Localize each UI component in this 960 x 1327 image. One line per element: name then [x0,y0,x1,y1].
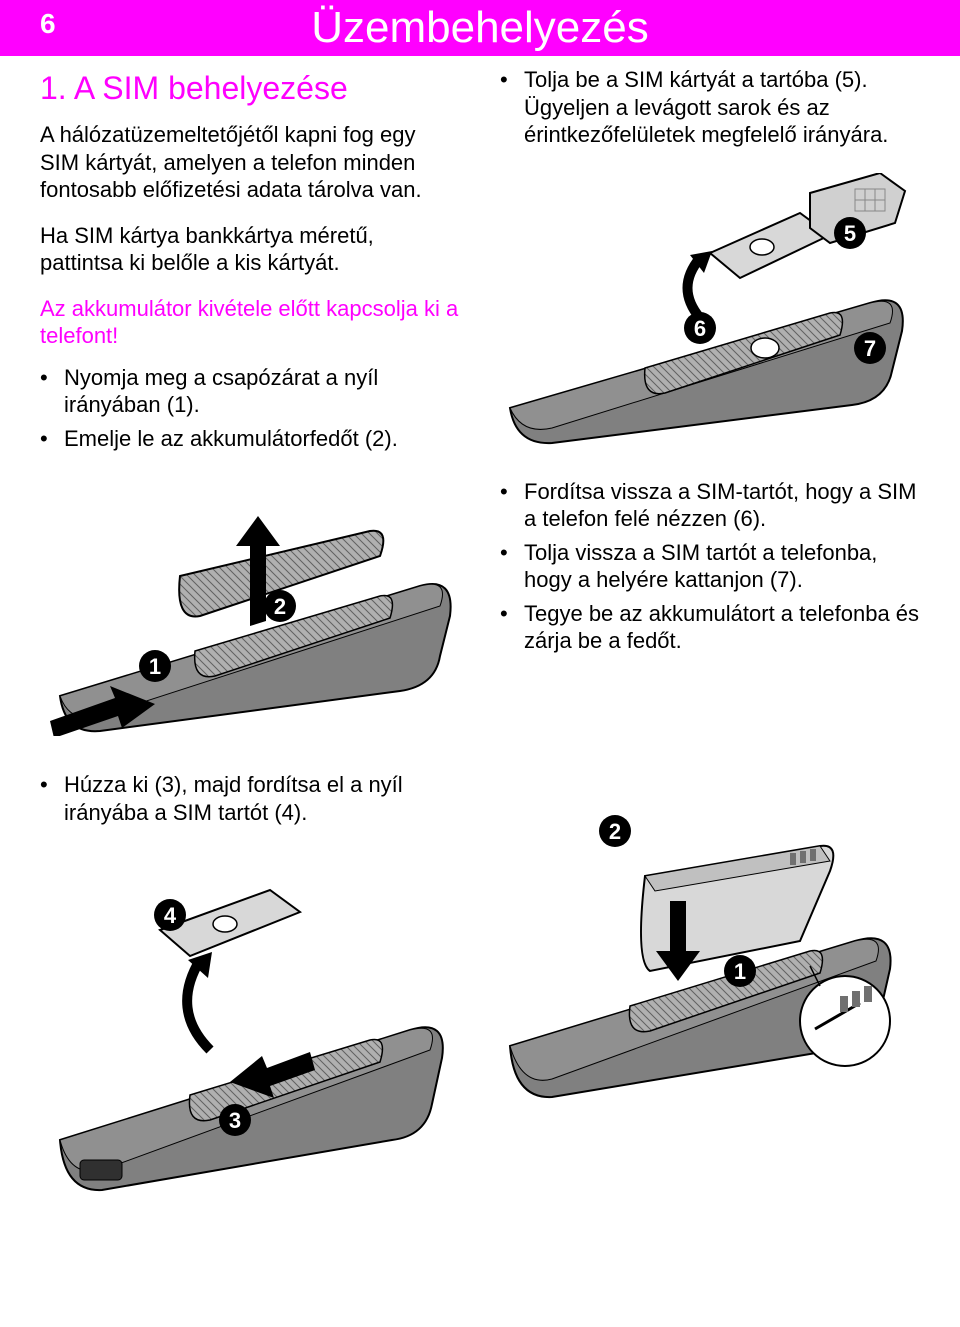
bottom-right: 2 1 [500,771,920,1255]
svg-text:2: 2 [274,594,286,619]
illustration-insert-sim: 5 6 7 [500,173,920,453]
header-title: Üzembehelyezés [0,0,960,56]
left-bullets-1: Nyomja meg a csapózárat a nyíl irányában… [40,364,460,453]
svg-text:3: 3 [229,1108,241,1133]
header-bar: 6 Üzembehelyezés [0,0,960,56]
intro-paragraph-2: Ha SIM kártya bankkártya méretű, pattint… [40,222,460,277]
page-number: 6 [40,8,56,40]
svg-text:7: 7 [864,336,876,361]
bullet-item: Húzza ki (3), majd fordítsa el a nyíl ir… [40,771,460,826]
bullet-item: Tolja vissza a SIM tartót a telefonba, h… [500,539,920,594]
bullet-item: Tolja be a SIM kártyát a tartóba (5). Üg… [500,66,920,149]
illustration-remove-cover: 1 2 [40,476,460,736]
section-title: 1. A SIM behelyezése [40,70,460,107]
left-column: 1. A SIM behelyezése A hálózatüzemeltető… [40,66,460,761]
warning-note: Az akkumulátor kivétele előtt kapcsolja … [40,295,460,350]
bullet-item: Emelje le az akkumulátorfedőt (2). [40,425,460,453]
bottom-left: Húzza ki (3), majd fordítsa el a nyíl ir… [40,771,460,1255]
left-bullets-2: Húzza ki (3), majd fordítsa el a nyíl ir… [40,771,460,826]
illustration-insert-battery: 2 1 [500,781,920,1161]
svg-text:1: 1 [734,959,746,984]
right-bullets-1: Tolja be a SIM kártyát a tartóba (5). Üg… [500,66,920,149]
bullet-item: Tegye be az akkumulátort a telefonba és … [500,600,920,655]
svg-text:4: 4 [164,903,177,928]
right-column: Tolja be a SIM kártyát a tartóba (5). Üg… [500,66,920,761]
svg-text:6: 6 [694,316,706,341]
intro-paragraph-1: A hálózatüzemeltetőjétől kapni fog egy S… [40,121,460,204]
right-bullets-2: Fordítsa vissza a SIM-tartót, hogy a SIM… [500,478,920,655]
bullet-item: Nyomja meg a csapózárat a nyíl irányában… [40,364,460,419]
svg-text:1: 1 [149,654,161,679]
bullet-item: Fordítsa vissza a SIM-tartót, hogy a SIM… [500,478,920,533]
svg-text:2: 2 [609,819,621,844]
illustration-rotate-holder: 4 3 [40,850,460,1230]
svg-text:5: 5 [844,221,856,246]
